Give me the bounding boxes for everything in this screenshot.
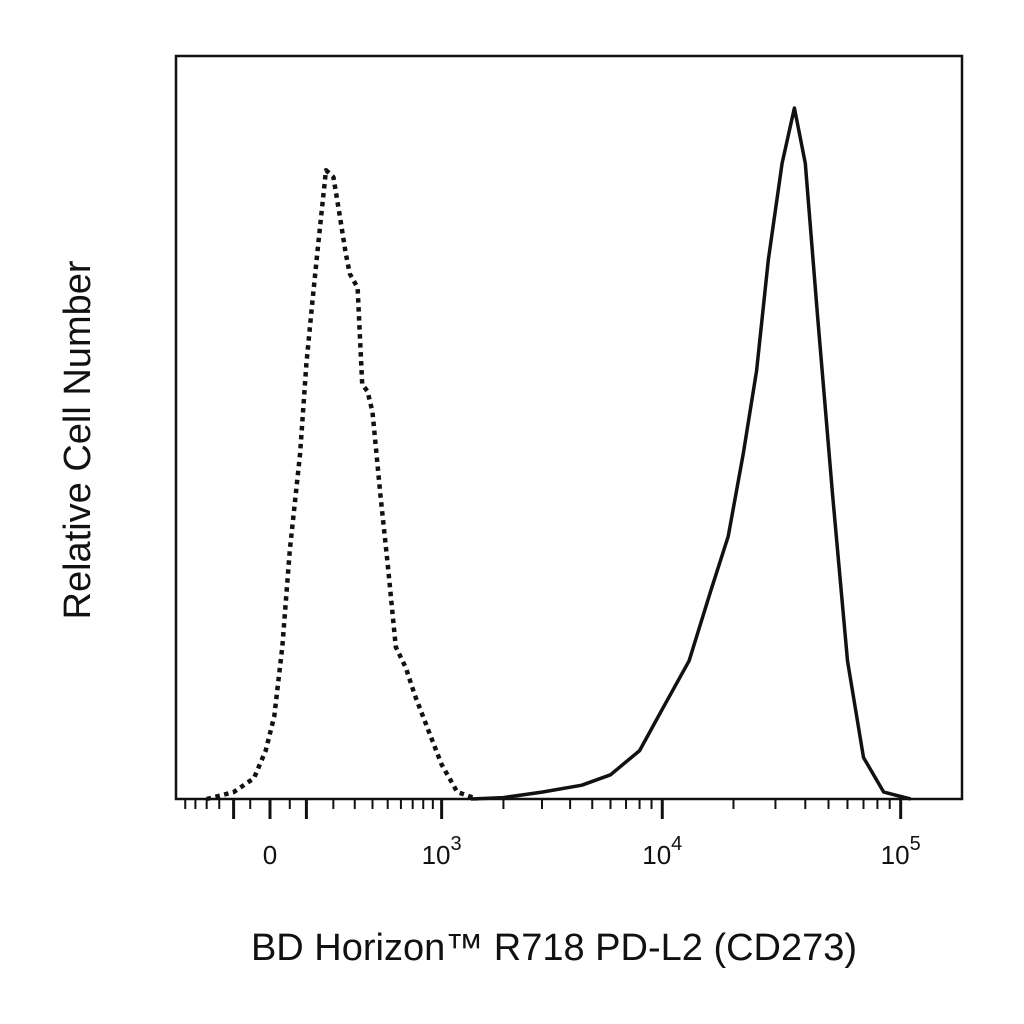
y-axis-label: Relative Cell Number — [57, 260, 99, 619]
x-tick-label: 0 — [263, 840, 277, 870]
x-axis-minor-ticks — [184, 799, 891, 809]
tick-label-exponent: 5 — [910, 833, 921, 855]
x-axis-label: BD Horizon™ R718 PD-L2 (CD273) — [251, 927, 857, 969]
x-axis-tick-labels: 0 103 104 105 — [263, 833, 921, 870]
x-axis-major-ticks — [232, 799, 903, 819]
x-tick-label: 105 — [881, 833, 921, 870]
control-histogram-line — [206, 167, 478, 802]
x-tick-label: 103 — [422, 833, 462, 870]
tick-label-base: 10 — [422, 840, 451, 870]
tick-label-base: 0 — [263, 840, 277, 870]
tick-label-exponent: 3 — [451, 833, 462, 855]
histogram-series — [206, 106, 912, 802]
plot-frame — [174, 54, 964, 801]
tick-label-exponent: 4 — [671, 833, 682, 855]
stained-histogram-line — [470, 106, 912, 801]
tick-label-base: 10 — [881, 840, 910, 870]
tick-label-base: 10 — [642, 840, 671, 870]
x-tick-label: 104 — [642, 833, 682, 870]
